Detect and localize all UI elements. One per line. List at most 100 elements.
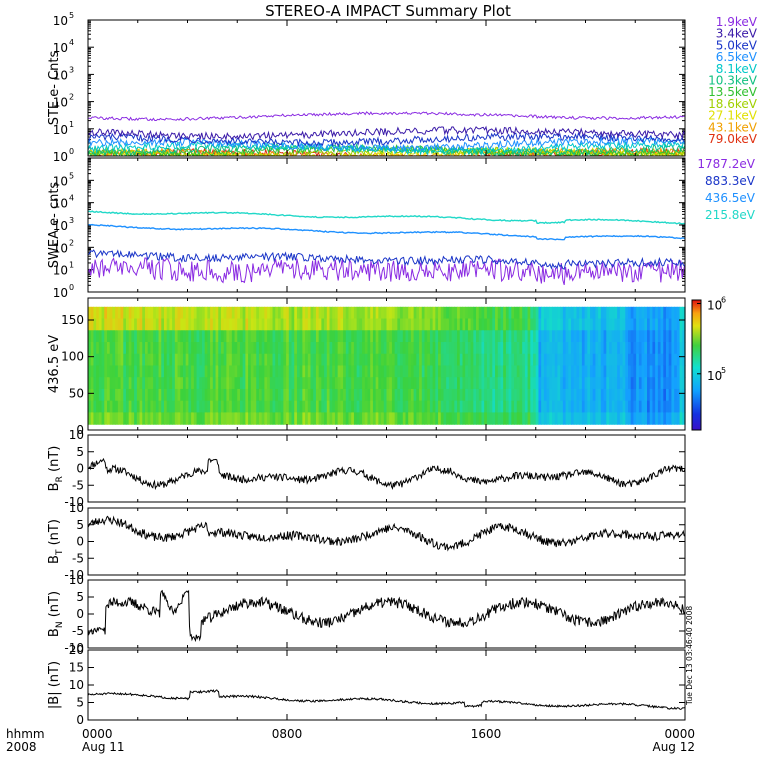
pad-cell bbox=[207, 412, 211, 425]
bt-ytick-label: -5 bbox=[72, 551, 84, 565]
pad-cell bbox=[286, 400, 290, 413]
pad-cell bbox=[565, 377, 569, 390]
pad-cell bbox=[356, 342, 360, 355]
pad-cell bbox=[619, 330, 624, 343]
pad-cell bbox=[212, 400, 217, 413]
pad-cell bbox=[253, 330, 257, 343]
pad-cell bbox=[337, 377, 341, 390]
pad-cell bbox=[337, 412, 341, 425]
pad-cell bbox=[671, 330, 675, 343]
pad-cell bbox=[560, 306, 564, 320]
pad-cell bbox=[90, 388, 95, 402]
pad-cell bbox=[519, 318, 523, 331]
pad-cell bbox=[484, 318, 488, 331]
pad-cell bbox=[516, 318, 521, 331]
pad-cell bbox=[462, 412, 466, 425]
pad-cell bbox=[465, 318, 469, 331]
pad-cell bbox=[638, 388, 643, 402]
pad-cell bbox=[158, 412, 162, 425]
pad-cell bbox=[104, 365, 108, 378]
btot-ytick-label: 15 bbox=[69, 661, 84, 675]
pad-cell bbox=[543, 365, 548, 378]
pad-cell bbox=[245, 400, 249, 413]
pad-cell bbox=[139, 330, 143, 343]
pad-cell bbox=[568, 365, 572, 378]
pad-cell bbox=[163, 342, 168, 355]
pad-cell bbox=[256, 365, 260, 378]
pad-cell bbox=[652, 412, 656, 425]
pad-cell bbox=[641, 377, 645, 390]
pad-cell bbox=[166, 388, 171, 402]
pad-cell bbox=[541, 353, 545, 367]
pad-cell bbox=[505, 318, 510, 331]
pad-cell bbox=[275, 318, 279, 331]
pad-cell bbox=[546, 412, 550, 425]
pad-cell bbox=[416, 330, 420, 343]
pad-cell bbox=[486, 342, 491, 355]
pad-cell bbox=[115, 353, 119, 367]
pad-cell bbox=[220, 318, 225, 331]
pad-cell bbox=[603, 353, 607, 367]
pad-cell bbox=[324, 377, 328, 390]
pad-cell bbox=[144, 353, 149, 367]
pad-cell bbox=[581, 400, 586, 413]
pad-cell bbox=[535, 330, 540, 343]
pad-cell bbox=[256, 412, 260, 425]
pad-cell bbox=[180, 388, 184, 402]
pad-cell bbox=[630, 342, 635, 355]
swea-ytick-label: 10 bbox=[53, 264, 68, 278]
pad-cell bbox=[587, 400, 591, 413]
pad-cell bbox=[598, 400, 602, 413]
pad-cell bbox=[476, 306, 480, 320]
pad-cell bbox=[668, 306, 673, 320]
pad-cell bbox=[196, 318, 200, 331]
pad-cell bbox=[226, 318, 230, 331]
pad-cell bbox=[90, 342, 95, 355]
pad-cell bbox=[641, 365, 645, 378]
pad-cell bbox=[128, 388, 133, 402]
bn-ytick-label: 0 bbox=[76, 607, 84, 621]
pad-cell bbox=[500, 377, 504, 390]
pad-cell bbox=[660, 365, 664, 378]
pad-cell bbox=[201, 318, 206, 331]
pad-cell bbox=[239, 400, 244, 413]
pad-cell bbox=[641, 330, 645, 343]
pad-cell bbox=[269, 318, 274, 331]
pad-cell bbox=[438, 377, 442, 390]
pad-cell bbox=[134, 412, 138, 425]
pad-cell bbox=[326, 318, 331, 331]
pad-cell bbox=[503, 365, 507, 378]
pad-cell bbox=[446, 400, 450, 413]
pad-cell bbox=[478, 365, 483, 378]
pad-cell bbox=[462, 400, 466, 413]
pad-cell bbox=[628, 388, 632, 402]
pad-cell bbox=[302, 342, 306, 355]
pad-cell bbox=[465, 306, 469, 320]
pad-cell bbox=[402, 318, 407, 331]
pad-cell bbox=[541, 318, 545, 331]
pad-cell bbox=[226, 412, 230, 425]
pad-cell bbox=[234, 330, 238, 343]
pad-cell bbox=[473, 330, 477, 343]
pad-cell bbox=[424, 365, 428, 378]
pad-cell bbox=[269, 412, 274, 425]
pad-cell bbox=[516, 330, 521, 343]
pad-cell bbox=[155, 318, 160, 331]
pad-cell bbox=[107, 318, 111, 331]
pad-cell bbox=[199, 377, 203, 390]
pad-cell bbox=[546, 353, 550, 367]
pad-cell bbox=[321, 330, 325, 343]
pad-cell bbox=[622, 342, 626, 355]
pad-cell bbox=[448, 400, 453, 413]
pad-cell bbox=[492, 306, 496, 320]
pad-cell bbox=[666, 400, 670, 413]
pad-cell bbox=[337, 318, 341, 331]
pad-cell bbox=[514, 365, 518, 378]
pad-cell bbox=[296, 412, 301, 425]
swea-ytick-exp: 4 bbox=[69, 194, 74, 203]
pad-cell bbox=[454, 330, 458, 343]
pad-cell bbox=[533, 353, 537, 367]
pad-cell bbox=[457, 388, 461, 402]
pad-cell bbox=[98, 365, 103, 378]
